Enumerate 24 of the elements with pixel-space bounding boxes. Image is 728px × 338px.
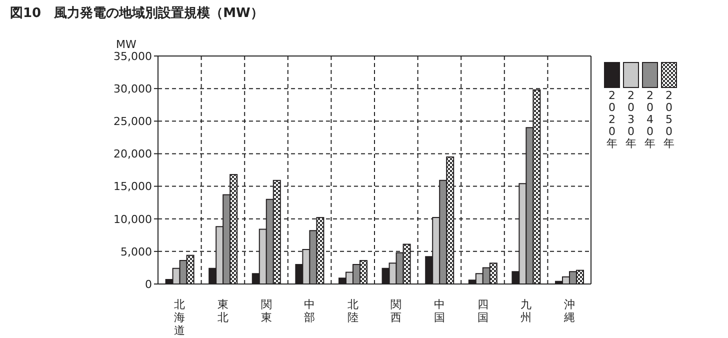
y-tick-label: 25,000 [114, 115, 152, 128]
legend-label: 2050年 [662, 89, 676, 150]
y-tick-label: 10,000 [114, 212, 152, 226]
y-tick-label: 20,000 [114, 148, 152, 161]
x-tick-label: 中部 [304, 298, 316, 324]
x-tick-label: 北海道 [174, 298, 186, 337]
y-tick-label: 30,000 [114, 82, 152, 96]
legend-label: 2040年 [644, 89, 656, 150]
y-tick-label: 15,000 [114, 180, 152, 194]
x-tick-label: 北陸 [347, 298, 358, 324]
x-tick-label: 四国 [477, 298, 488, 324]
x-tick-label: 関西 [390, 298, 402, 324]
y-axis-title: MW [116, 38, 136, 51]
x-tick-label: 沖縄 [562, 298, 575, 324]
y-tick-label: 35,000 [114, 50, 152, 63]
y-tick-label: 5,000 [120, 245, 152, 258]
x-tick-label: 東北 [217, 298, 228, 324]
legend-label: 2030年 [624, 89, 638, 150]
x-tick-label: 中国 [434, 298, 445, 324]
chart-title: 図10 風力発電の地域別設置規模（MW） [10, 5, 264, 22]
y-tick-label: 0 [145, 278, 152, 291]
x-tick-label: 九州 [520, 298, 532, 324]
x-tick-label: 関東 [260, 298, 272, 324]
legend-label: 2020年 [606, 89, 618, 150]
